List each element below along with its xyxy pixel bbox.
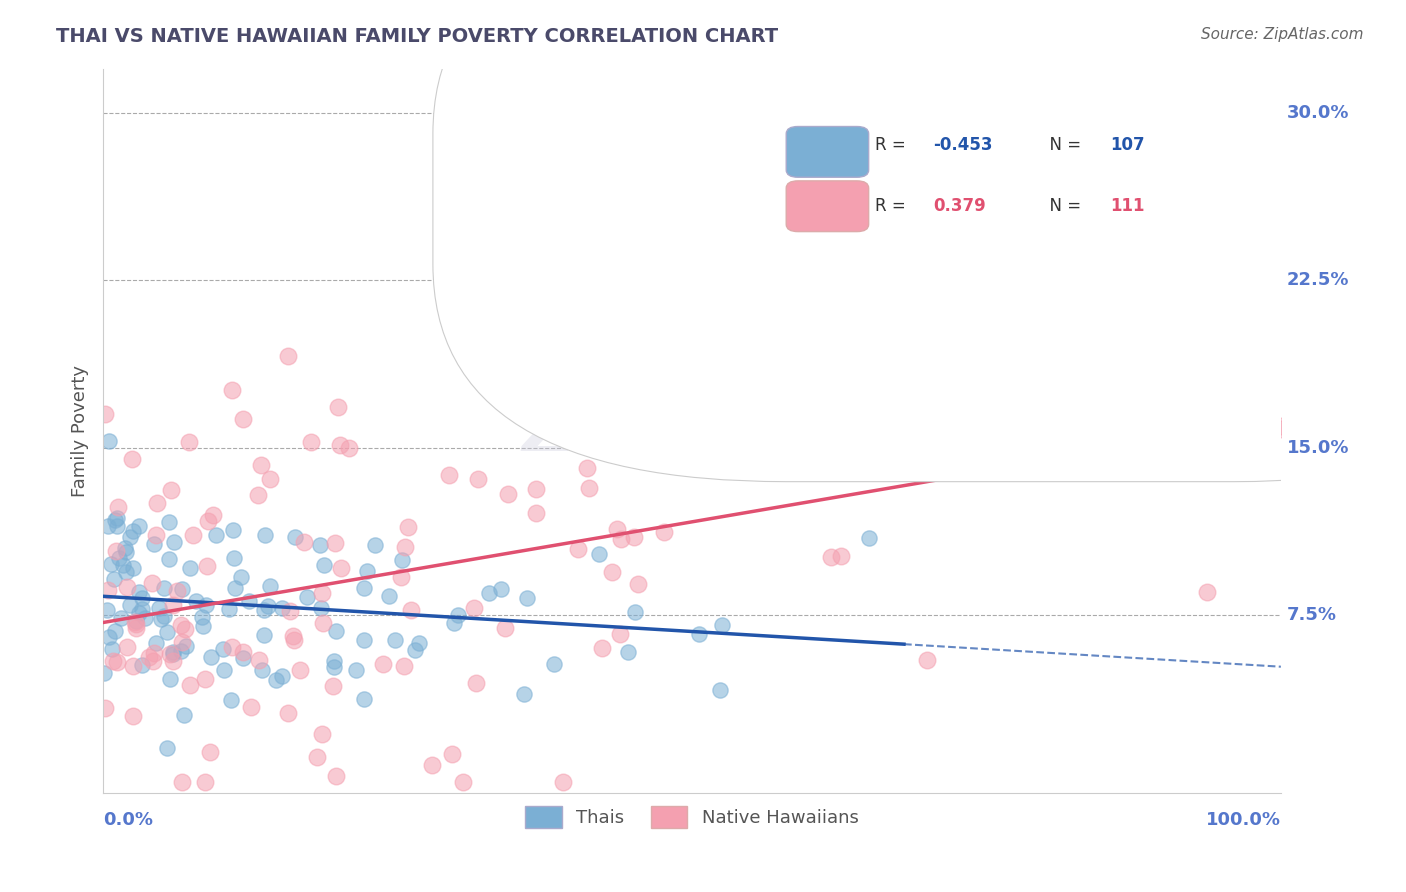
FancyBboxPatch shape [786,127,869,178]
Y-axis label: Family Poverty: Family Poverty [72,365,89,497]
Text: ZIPAtlas: ZIPAtlas [523,395,862,467]
Text: N =: N = [1039,136,1081,153]
Text: 15.0%: 15.0% [1286,439,1350,457]
Text: 100.0%: 100.0% [1206,812,1281,830]
Text: 22.5%: 22.5% [1286,271,1350,289]
Text: THAI VS NATIVE HAWAIIAN FAMILY POVERTY CORRELATION CHART: THAI VS NATIVE HAWAIIAN FAMILY POVERTY C… [56,27,779,45]
Text: R =: R = [875,197,915,215]
Text: 111: 111 [1111,197,1144,215]
FancyBboxPatch shape [433,0,1406,482]
Text: 30.0%: 30.0% [1286,104,1350,122]
Text: -0.453: -0.453 [934,136,993,153]
Text: R =: R = [875,136,911,153]
Text: N =: N = [1039,197,1081,215]
Text: 0.0%: 0.0% [103,812,153,830]
Text: 107: 107 [1111,136,1144,153]
FancyBboxPatch shape [786,181,869,232]
Legend: Thais, Native Hawaiians: Thais, Native Hawaiians [519,798,866,835]
Text: 0.379: 0.379 [934,197,986,215]
Text: Source: ZipAtlas.com: Source: ZipAtlas.com [1201,27,1364,42]
Text: 7.5%: 7.5% [1286,606,1337,624]
